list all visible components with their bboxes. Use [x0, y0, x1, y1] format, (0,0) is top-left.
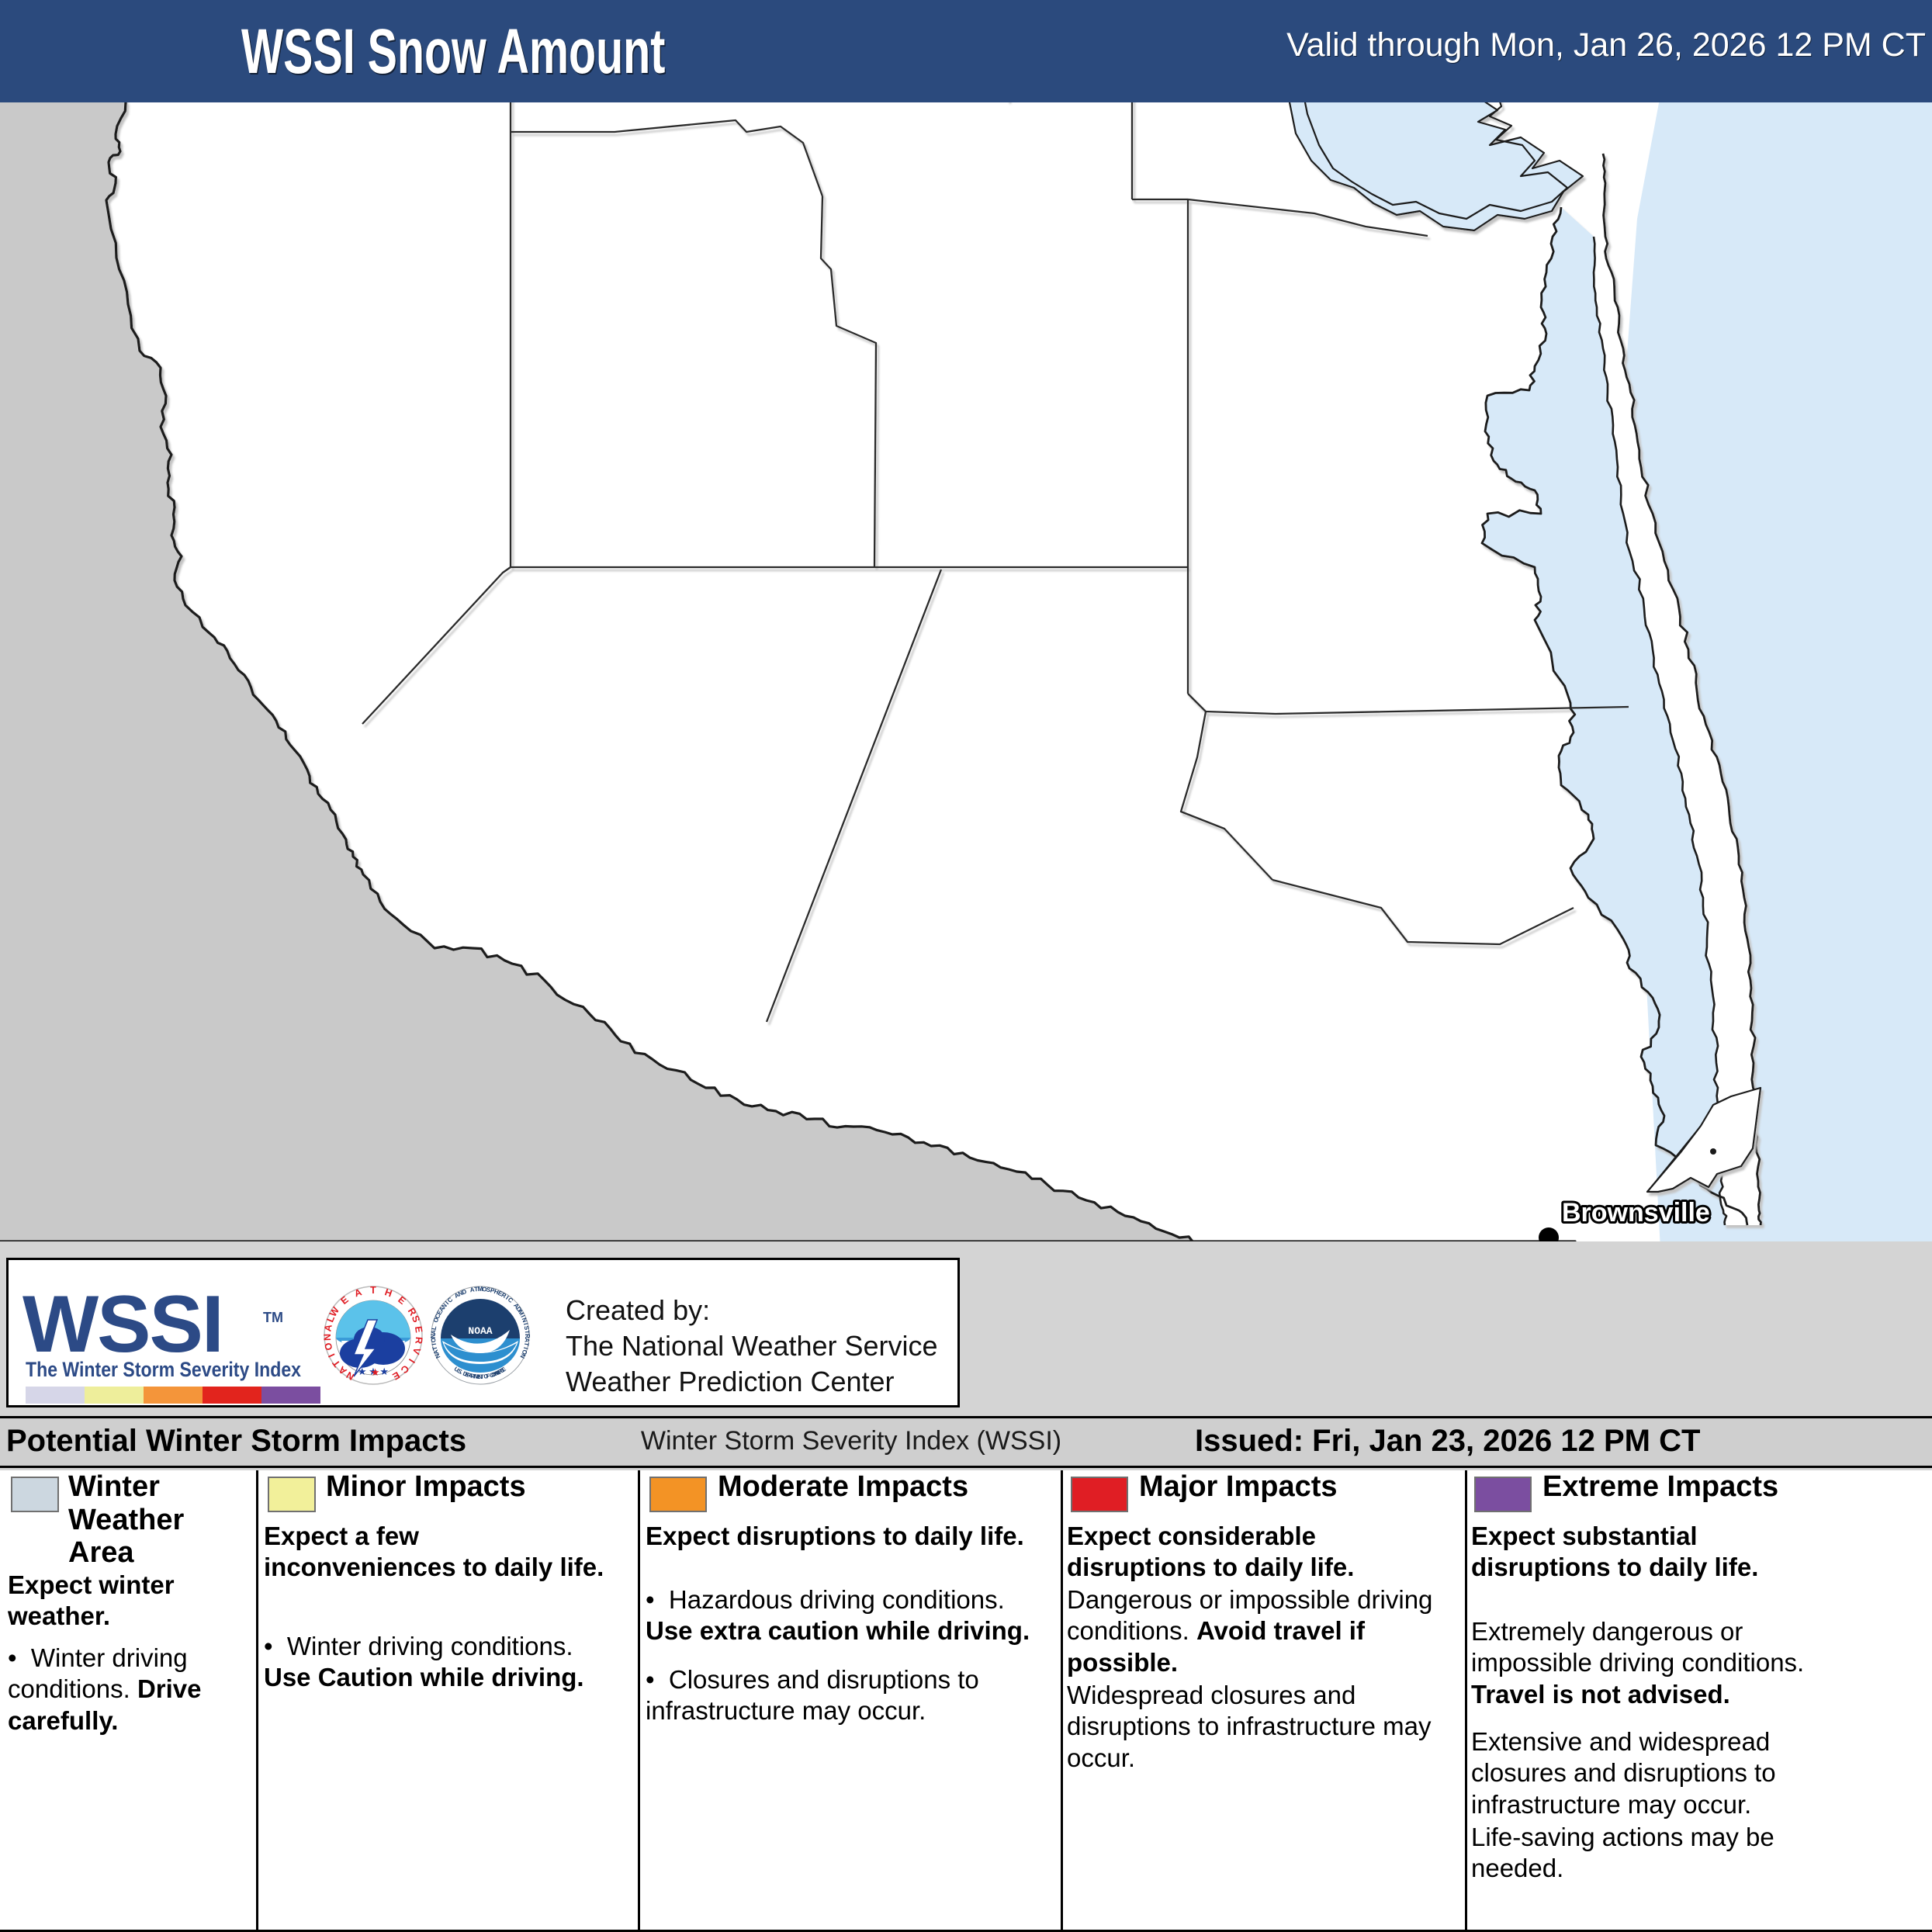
svg-text:WSSI: WSSI [23, 1279, 223, 1369]
svg-text:R: R [413, 1336, 424, 1344]
svg-text:★: ★ [367, 1366, 380, 1378]
svg-text:The Winter Storm Severity Inde: The Winter Storm Severity Index [26, 1358, 301, 1381]
svg-text:Brownsville: Brownsville [1562, 1198, 1710, 1227]
svg-text:TM: TM [263, 1310, 283, 1325]
svg-text:N: N [323, 1334, 333, 1341]
svg-text:T: T [370, 1285, 376, 1296]
svg-text:NOAA: NOAA [468, 1325, 492, 1337]
